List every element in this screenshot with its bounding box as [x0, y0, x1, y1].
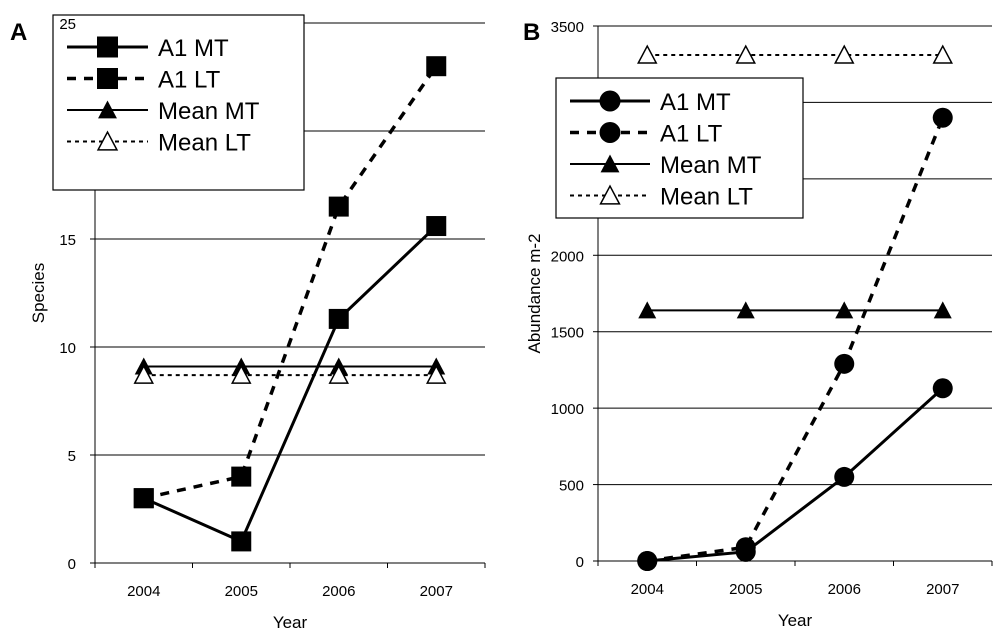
legend-label: Mean MT [660, 152, 762, 179]
legend-marker [600, 154, 620, 173]
x-axis-title: Year [273, 613, 308, 632]
legend-label: A1 MT [158, 35, 229, 62]
x-tick-label: 2005 [729, 581, 762, 598]
data-point-a1-lt [834, 353, 855, 374]
y-tick-label: 0 [68, 556, 76, 573]
y-tick-label: 3500 [551, 19, 584, 36]
y-axis-title: Abundance m-2 [525, 233, 544, 353]
data-point-a1-lt [328, 196, 349, 217]
x-tick-label: 2005 [225, 583, 258, 600]
legend-label: Mean LT [158, 130, 251, 157]
data-point-mean-lt [328, 364, 349, 384]
legend-label: Mean MT [158, 98, 260, 125]
legend-marker [599, 122, 621, 143]
data-point-a1-mt [231, 531, 252, 552]
data-point-mean-lt [735, 44, 756, 64]
data-point-mean-mt [736, 301, 755, 319]
legend-label: Mean LT [660, 184, 753, 211]
y-tick-label: 0 [576, 554, 584, 571]
data-point-a1-lt [932, 107, 953, 128]
y-tick-label: 10 [59, 340, 76, 357]
data-point-a1-lt [637, 551, 658, 571]
legend-label: A1 LT [660, 121, 723, 148]
data-point-mean-lt [426, 364, 447, 384]
series-line-a1-mt [647, 387, 944, 563]
y-axis-title: Species [29, 263, 48, 323]
data-point-a1-lt [231, 466, 252, 487]
y-tick-label: 25 [59, 16, 76, 33]
data-point-mean-lt [133, 364, 154, 384]
legend-label: A1 LT [158, 67, 221, 94]
data-point-a1-mt [328, 308, 349, 329]
panel-label: A [10, 19, 27, 46]
legend-label: A1 MT [660, 89, 731, 116]
x-tick-label: 2006 [828, 581, 861, 598]
legend-marker [98, 100, 117, 119]
data-point-a1-lt [133, 488, 154, 509]
data-point-mean-lt [637, 44, 658, 64]
data-point-mean-mt [933, 301, 952, 319]
x-tick-label: 2006 [322, 583, 355, 600]
data-point-a1-mt [834, 466, 855, 487]
data-point-a1-mt [932, 378, 953, 399]
x-tick-label: 2004 [631, 581, 664, 598]
series-line-a1-lt [143, 65, 438, 500]
y-tick-label: 500 [559, 478, 584, 495]
legend-marker [599, 184, 621, 205]
data-point-a1-lt [735, 537, 756, 558]
panel-label: B [523, 19, 540, 46]
y-tick-label: 1000 [551, 401, 584, 418]
data-point-mean-lt [834, 44, 855, 64]
data-point-mean-lt [932, 44, 953, 64]
series-line-a1-mt [143, 224, 438, 544]
y-tick-label: 15 [59, 232, 76, 249]
legend-marker [97, 36, 118, 58]
legend-marker [97, 68, 118, 89]
chart-panel-b [555, 25, 993, 571]
legend-marker [599, 90, 621, 112]
data-point-a1-lt [426, 56, 447, 77]
y-tick-label: 1500 [551, 325, 584, 342]
data-point-mean-mt [835, 301, 854, 319]
legend-box [52, 14, 305, 191]
x-axis-title: Year [778, 611, 813, 630]
data-point-a1-mt [426, 216, 447, 237]
x-tick-label: 2007 [420, 583, 453, 600]
data-point-mean-mt [638, 301, 657, 319]
data-point-mean-lt [231, 364, 252, 384]
y-tick-label: 5 [68, 448, 76, 465]
x-tick-label: 2007 [926, 581, 959, 598]
legend-marker [96, 130, 119, 151]
y-tick-label: 2000 [551, 248, 584, 265]
chart-panel-a [52, 14, 486, 568]
x-tick-label: 2004 [127, 583, 160, 600]
